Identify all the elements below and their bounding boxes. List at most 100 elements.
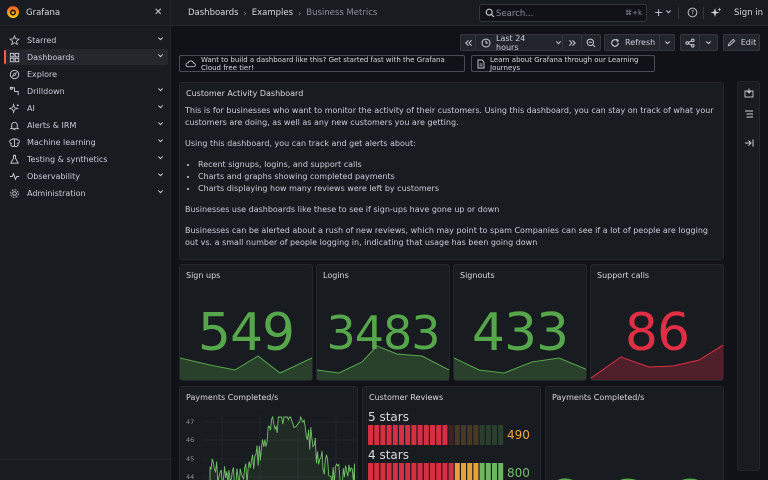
sidebar-item-explore[interactable]: Explore <box>4 66 168 82</box>
edit-button[interactable]: Edit <box>723 34 760 51</box>
customer-reviews-panel: Customer Reviews 5 stars 490 4 stars 800 <box>362 386 541 480</box>
divider <box>0 459 170 460</box>
sidebar-item-drilldown[interactable]: Drilldown <box>4 83 168 99</box>
panel-title: Logins <box>323 271 349 280</box>
sparkline <box>317 345 449 380</box>
chevron-down-icon[interactable] <box>157 35 164 42</box>
sidebar-item-label: Dashboards <box>27 52 75 62</box>
divider <box>703 7 704 19</box>
usage-paragraph: Businesses use dashboards like these to … <box>185 205 500 214</box>
sidebar-item-label: Alerts & IRM <box>27 120 77 130</box>
sidebar-item-testing-synthetics[interactable]: Testing & synthetics <box>4 151 168 167</box>
stat-panel-logins: Logins 3483 <box>316 264 450 381</box>
time-range-picker[interactable]: Last 24 hours <box>475 33 563 52</box>
sidebar-item-label: Administration <box>27 188 86 198</box>
app-title: Grafana <box>26 8 61 18</box>
dashboards-icon <box>8 52 20 63</box>
y-axis-tick: 47 <box>186 418 195 426</box>
chevron-down-icon[interactable] <box>157 103 164 110</box>
review-label-4-stars: 4 stars <box>368 448 409 462</box>
refresh-button[interactable]: Refresh <box>604 34 660 51</box>
sidebar-item-alerts-irm[interactable]: Alerts & IRM <box>4 117 168 133</box>
search-input[interactable]: Search... ⌘+k <box>479 4 647 22</box>
sidebar-item-observability[interactable]: Observability <box>4 168 168 184</box>
new-plus-icon[interactable]: + <box>654 6 664 19</box>
double-chevron-right-icon <box>568 39 577 47</box>
sidebar-item-machine-learning[interactable]: Machine learning <box>4 134 168 150</box>
close-sidebar-icon[interactable]: ✕ <box>154 7 163 18</box>
list-item: Recent signups, logins, and support call… <box>198 159 715 171</box>
promo-learning-link[interactable]: Learn about Grafana through our Learning… <box>471 55 655 72</box>
add-panel-icon[interactable] <box>744 88 754 98</box>
chevron-down-icon[interactable] <box>157 137 164 144</box>
promo-cloud-link[interactable]: Want to build a dashboard like this? Get… <box>179 55 465 72</box>
outline-icon[interactable] <box>744 110 754 118</box>
customer-activity-panel: Customer Activity Dashboard This is for … <box>179 82 724 260</box>
y-axis-tick: 44 <box>186 473 195 480</box>
breadcrumb: Dashboards › Examples › Business Metrics <box>188 8 377 18</box>
stat-value: 549 <box>197 303 295 363</box>
sparkle-icon[interactable] <box>710 7 722 19</box>
zoom-out-button[interactable] <box>581 34 601 51</box>
star-icon <box>8 34 20 46</box>
clock-icon <box>481 38 491 48</box>
flask-icon <box>8 154 20 165</box>
panel-title: Signouts <box>460 271 495 280</box>
zoom-back-button[interactable] <box>460 34 476 51</box>
chevron-down-icon[interactable] <box>157 171 164 178</box>
panel-title: Customer Activity Dashboard <box>186 89 304 98</box>
chevron-right-icon: › <box>298 8 302 18</box>
sparkline <box>180 355 312 380</box>
brain-icon <box>8 137 20 148</box>
search-icon <box>485 8 495 18</box>
y-axis-tick: 45 <box>186 455 195 463</box>
panel-title: Payments Completed/s <box>186 393 279 402</box>
chevron-down-icon[interactable] <box>157 154 164 161</box>
drilldown-icon <box>8 86 20 97</box>
sidebar-item-ai[interactable]: AI <box>4 100 168 116</box>
list-item: Charts displaying how many reviews were … <box>198 183 715 195</box>
sidebar-item-label: Observability <box>27 171 81 181</box>
payments-stat-panel: Payments Completed/s <box>545 386 724 480</box>
search-shortcut: ⌘+k <box>625 9 642 17</box>
sidebar-item-label: Testing & synthetics <box>27 154 108 164</box>
refresh-interval-dropdown[interactable] <box>659 34 675 51</box>
list-item: Charts and graphs showing completed paym… <box>198 171 715 183</box>
cog-icon <box>8 188 20 199</box>
sidebar-item-starred[interactable]: Starred <box>4 32 168 48</box>
chevron-down-icon <box>705 39 712 46</box>
feature-list: Recent signups, logins, and support call… <box>198 159 715 195</box>
chevron-down-icon[interactable] <box>157 86 164 93</box>
ai-icon <box>8 102 20 114</box>
stat-panel-support-calls: Support calls 86 <box>590 264 724 381</box>
chevron-down-icon[interactable] <box>157 188 164 195</box>
promo-cloud-label: Want to build a dashboard like this? Get… <box>201 55 445 72</box>
review-bar-4-stars <box>368 463 504 480</box>
sidebar-divider <box>170 0 171 480</box>
edit-label: Edit <box>740 38 757 47</box>
document-icon <box>477 59 485 69</box>
chevron-right-icon: › <box>243 8 247 18</box>
heartbeat-icon <box>8 171 20 182</box>
chevron-down-icon[interactable] <box>157 52 164 59</box>
y-axis-tick: 46 <box>186 436 195 444</box>
collapse-pane-icon[interactable] <box>744 139 754 147</box>
help-icon[interactable]: ? <box>687 7 698 18</box>
grafana-logo-icon[interactable] <box>6 5 20 19</box>
zoom-forward-button[interactable] <box>562 34 582 51</box>
chevron-down-icon[interactable] <box>157 120 164 127</box>
breadcrumb-examples[interactable]: Examples <box>251 8 294 18</box>
refresh-label: Refresh <box>625 38 656 47</box>
chevron-down-icon[interactable] <box>665 8 672 15</box>
time-range-label: Last 24 hours <box>496 33 526 52</box>
stat-value: 3483 <box>326 306 440 360</box>
share-dropdown[interactable] <box>699 34 718 51</box>
chevron-down-icon <box>555 39 562 46</box>
svg-text:?: ? <box>691 10 694 17</box>
sidebar-item-dashboards[interactable]: Dashboards <box>4 49 168 65</box>
sidebar-item-administration[interactable]: Administration <box>4 185 168 201</box>
payments-timeseries-panel: Payments Completed/s 47 46 45 44 <box>179 386 358 480</box>
share-button[interactable] <box>680 34 700 51</box>
sign-in-link[interactable]: Sign in <box>734 8 763 18</box>
breadcrumb-dashboards[interactable]: Dashboards <box>188 8 239 18</box>
